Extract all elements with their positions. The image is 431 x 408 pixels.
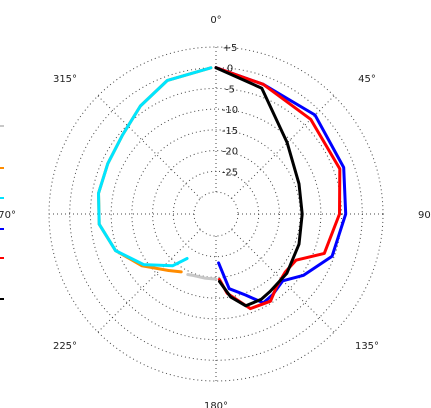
grid-ring [110, 108, 322, 320]
radial-tick-label: -25 [222, 167, 238, 178]
series-line-1 [97, 66, 213, 274]
grid-ring [193, 191, 239, 237]
series-line-3 [214, 66, 348, 305]
series-line-0 [186, 273, 218, 281]
grid-ring [131, 129, 301, 299]
series-line-4 [214, 66, 342, 311]
grid-spoke [231, 95, 335, 199]
grid-ring [152, 150, 280, 278]
radial-tick-label: +5 [223, 43, 238, 54]
grid-ring [89, 87, 343, 341]
radial-tick-label: 0 [227, 64, 233, 75]
series-line-2 [97, 66, 213, 268]
grid-spoke [97, 229, 201, 333]
angle-tick-label: 270° [0, 210, 16, 221]
angle-tick-label: 0° [210, 15, 221, 26]
legend-markers [0, 125, 4, 300]
angle-tick-label: 225° [53, 341, 77, 352]
angle-tick-label: 45° [358, 74, 376, 85]
angle-tick-label: 90° [418, 210, 431, 221]
polar-spokes [49, 47, 383, 381]
grid-spoke [97, 95, 201, 199]
angle-tick-label: 135° [355, 341, 379, 352]
radial-tick-label: -5 [225, 84, 235, 95]
series-line-5 [214, 66, 304, 308]
angle-tick-label: 315° [53, 74, 77, 85]
radial-tick-label: -20 [222, 147, 238, 158]
angle-tick-labels: 0° 45° 90° 135° 180° 225° 270° 315° [0, 15, 431, 408]
radial-tick-label: -10 [222, 105, 238, 116]
radial-tick-label: -15 [222, 126, 238, 137]
series-lines [97, 66, 348, 311]
radial-tick-labels: +5 0 -5 -10 -15 -20 -25 [222, 43, 238, 178]
angle-tick-label: 180° [204, 401, 228, 408]
